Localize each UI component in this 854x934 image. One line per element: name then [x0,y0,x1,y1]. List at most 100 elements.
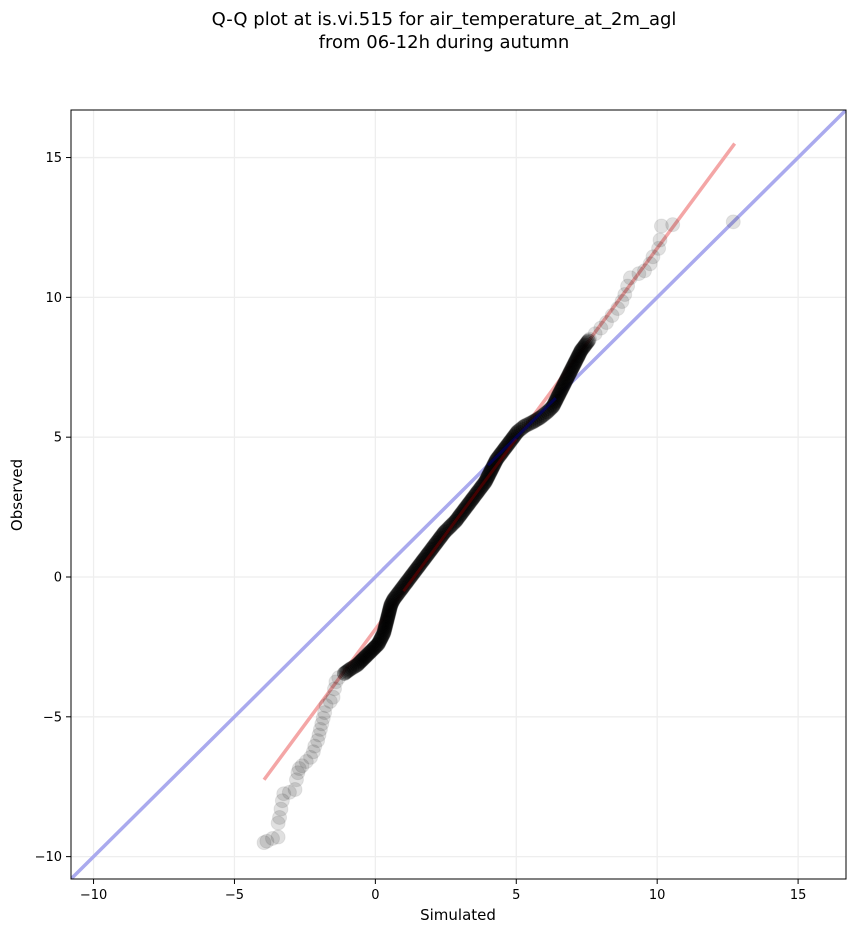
data-point [448,513,464,529]
data-point [577,337,593,353]
data-point [561,366,577,382]
data-point [598,315,614,331]
data-point [273,801,289,817]
data-point [567,355,583,371]
data-point [507,428,523,444]
data-point [481,467,497,483]
data-point [367,639,383,655]
data-point [548,393,564,409]
data-point [372,633,388,649]
data-point [328,674,344,690]
data-point [565,358,581,374]
data-point [455,503,471,519]
data-point [557,375,573,391]
y-tick-label: −10 [35,850,62,865]
data-point [259,833,275,849]
data-point [409,561,425,577]
data-point [436,524,452,540]
data-point [305,744,321,760]
data-point [571,347,587,363]
data-point [322,693,338,709]
data-point [370,636,386,652]
data-point [580,333,596,349]
data-point [478,473,494,489]
reference-lines [71,110,846,879]
data-point [256,835,272,851]
data-point [610,301,626,317]
data-point [389,587,405,603]
data-point [479,470,495,486]
data-point [458,499,474,515]
data-point [573,342,589,358]
data-point [562,365,578,381]
data-point [725,214,741,230]
data-point [475,477,491,493]
data-point [384,596,400,612]
data-point [373,631,389,647]
data-point [450,510,466,526]
data-point [476,475,492,491]
data-point [310,733,326,749]
data-point [487,454,503,470]
data-point [488,453,504,469]
data-point [415,552,431,568]
data-point [380,607,396,623]
data-point [509,425,525,441]
fit-line [262,142,737,781]
data-point [379,612,395,628]
data-point [420,547,435,563]
plot-frame [70,109,847,880]
data-point [379,614,395,630]
chart-title-line-2: from 06-12h during autumn [319,32,570,53]
data-point [423,542,439,558]
data-point [354,652,370,668]
data-point [456,502,472,518]
data-point [390,586,406,602]
y-axis: −10 −5 0 5 10 15 [35,151,71,865]
data-point [287,782,303,798]
data-point [274,793,290,809]
identity-line-overlay [487,396,557,467]
data-point [421,545,437,561]
data-point [438,523,454,539]
data-point [570,349,586,365]
data-point [426,538,442,554]
data-point [331,670,347,686]
data-point [565,359,581,375]
x-axis: −10 −5 0 5 10 15 [80,879,806,903]
data-point [380,610,396,626]
data-point [572,344,588,360]
data-point [270,829,286,845]
data-point [530,411,546,427]
data-point [344,660,360,676]
fit-line-overlay [402,437,518,593]
data-point [417,549,433,565]
data-point [276,786,292,802]
data-point [325,689,341,705]
data-point [365,641,381,657]
data-point [408,562,424,578]
data-point [642,256,658,272]
data-point [461,495,477,511]
data-point [425,540,441,556]
data-point [288,772,304,788]
data-point [430,533,446,549]
data-point [312,721,328,737]
data-point [422,544,438,560]
data-point [480,468,496,484]
data-point [552,384,568,400]
identity-line [71,110,846,879]
data-point [315,710,331,726]
data-point [397,576,413,592]
fit-overlay [402,396,557,593]
data-point [380,608,396,624]
data-point [551,386,567,402]
data-point [400,572,416,588]
data-point [414,554,430,570]
data-point [558,372,574,388]
data-point [653,218,669,234]
y-tick-label: 15 [45,151,62,166]
data-point [362,644,378,660]
data-point [407,563,423,579]
data-point [377,622,393,638]
